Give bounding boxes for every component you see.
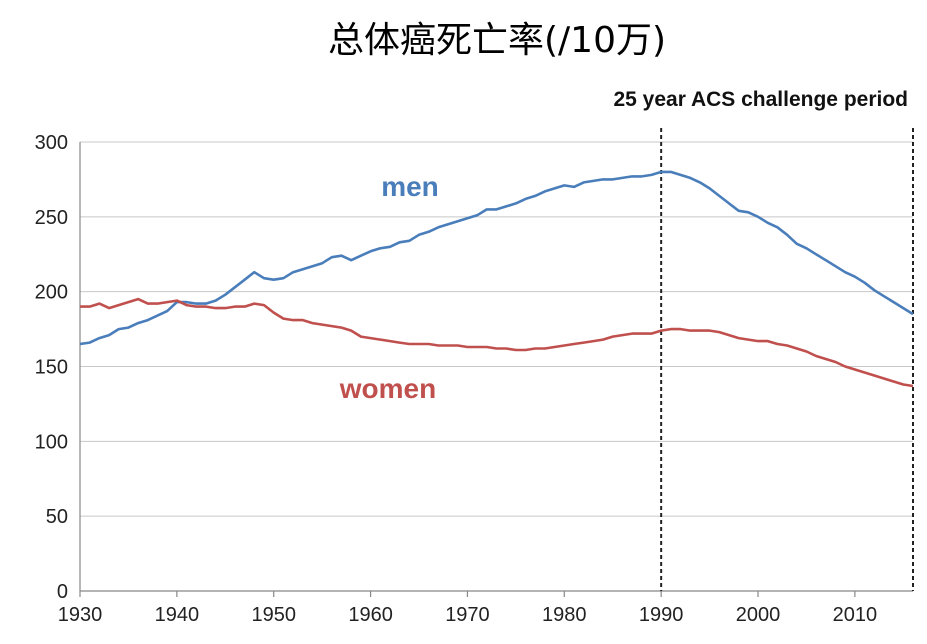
series-line-women [80,297,914,388]
x-tick-label: 1970 [445,604,490,626]
series-lines [79,170,914,388]
series-labels: men women [339,171,439,404]
y-tick-label: 150 [35,357,68,379]
x-tick-label: 1990 [639,604,684,626]
chart-title: 总体癌死亡率(/10万) [328,20,666,61]
y-tick-label: 50 [46,506,68,528]
x-tick-label: 1960 [348,604,393,626]
x-tick-label: 1980 [542,604,587,626]
axes [79,142,913,592]
gridlines [80,141,913,517]
y-tick-label: 300 [35,132,68,154]
series-label-women: women [339,373,436,404]
period-markers [660,128,914,591]
period-annotation: 25 year ACS challenge period [613,88,908,111]
y-tick-label: 250 [35,207,68,229]
x-tick-label: 2010 [833,604,878,626]
y-axis-ticks: 0 50 100 150 200 250 300 [35,132,68,603]
x-axis-ticks: 1930 1940 1950 1960 1970 1980 1990 2000 2010 [58,591,877,626]
x-tick-label: 2000 [736,604,781,626]
y-tick-label: 100 [35,431,68,453]
series-label-men: men [381,171,439,202]
x-tick-label: 1940 [155,604,200,626]
series-line-men [79,170,914,346]
y-tick-label: 200 [35,282,68,304]
x-tick-label: 1930 [58,604,103,626]
x-tick-label: 1950 [251,604,296,626]
y-tick-label: 0 [57,581,68,603]
